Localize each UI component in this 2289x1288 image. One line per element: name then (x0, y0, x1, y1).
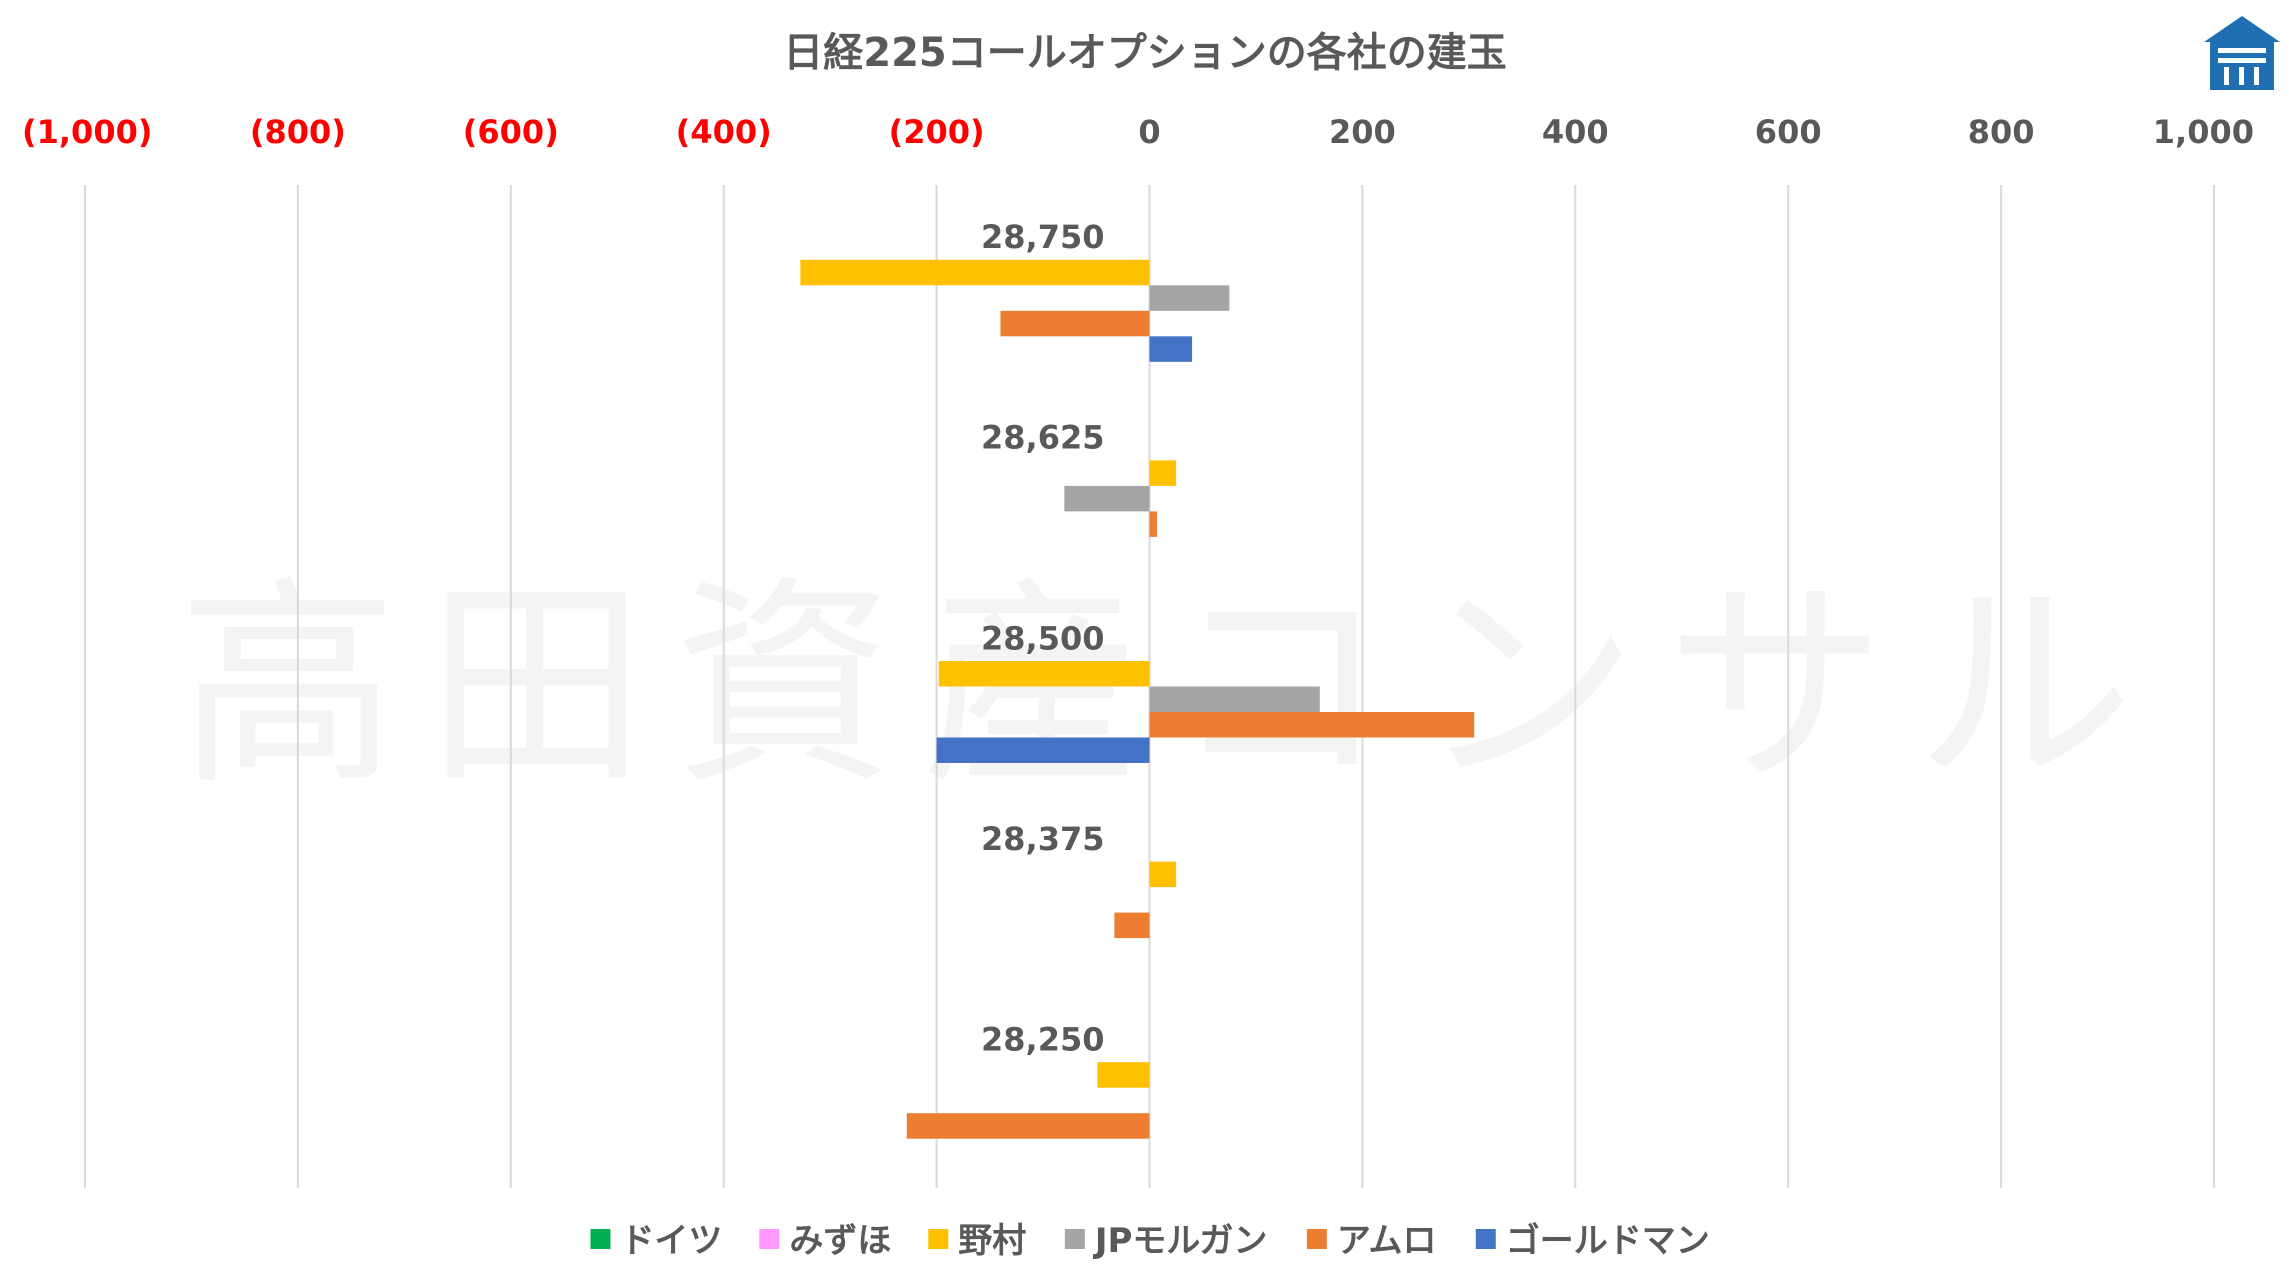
bar (1149, 861, 1177, 888)
bar (1149, 285, 1230, 311)
x-tick-label: (800) (250, 113, 346, 151)
legend-swatch (1475, 1229, 1496, 1249)
legend-label: 野村 (958, 1221, 1026, 1261)
category-labels: 28,750 28,625 28,500 28,375 28,250 (981, 218, 1104, 1058)
chart-title: 日経225コールオプションの各社の建玉 (783, 30, 1507, 76)
x-tick-label: (1,000) (22, 113, 152, 151)
category-label: 28,750 (981, 218, 1104, 256)
bar (1149, 712, 1475, 738)
bar (1000, 310, 1150, 337)
category-label: 28,500 (981, 619, 1104, 657)
x-tick-label: 200 (1329, 113, 1396, 151)
legend-swatch (759, 1229, 780, 1249)
x-tick-label: 400 (1542, 113, 1609, 151)
bar (1114, 912, 1150, 939)
bar (800, 259, 1150, 286)
category-label: 28,625 (981, 419, 1104, 457)
legend-swatch (928, 1229, 949, 1249)
bar (936, 737, 1150, 763)
legend: ドイツ みずほ 野村 JPモルガン アムロ ゴールドマン (590, 1221, 1710, 1261)
legend-swatch (1306, 1229, 1327, 1249)
bar (1097, 1062, 1150, 1088)
legend-label: ドイツ (620, 1221, 722, 1261)
watermark-text: 高田資産コンサル (178, 558, 2162, 814)
bar (1149, 686, 1320, 712)
category-label: 28,250 (981, 1021, 1104, 1059)
bar (1149, 336, 1193, 362)
bar (906, 1113, 1150, 1139)
x-tick-label: (600) (463, 113, 559, 151)
gridlines (84, 185, 2215, 1188)
x-tick-label: 600 (1755, 113, 1822, 151)
x-axis-ticks: (1,000) (800) (600) (400) (200) 0 200 400 600 800… (22, 113, 2254, 151)
bars (800, 259, 1475, 1139)
x-tick-label: 1,000 (2153, 113, 2254, 151)
x-tick-label: 0 (1138, 113, 1160, 151)
legend-swatch (590, 1229, 611, 1249)
legend-label: ゴールドマン (1506, 1221, 1710, 1261)
legend-label: みずほ (789, 1221, 891, 1261)
legend-swatch (1064, 1229, 1085, 1249)
bar (1149, 460, 1177, 486)
building-logo (2204, 16, 2280, 90)
bar (1064, 485, 1150, 512)
legend-label: JPモルガン (1093, 1221, 1268, 1261)
x-tick-label: 800 (1968, 113, 2035, 151)
bar (938, 661, 1150, 687)
watermark: 高田資産コンサル (178, 558, 2162, 814)
x-tick-label: (400) (676, 113, 772, 151)
category-label: 28,375 (981, 820, 1104, 858)
legend-label: アムロ (1337, 1221, 1437, 1261)
x-tick-label: (200) (889, 113, 985, 151)
bar (1149, 511, 1157, 537)
